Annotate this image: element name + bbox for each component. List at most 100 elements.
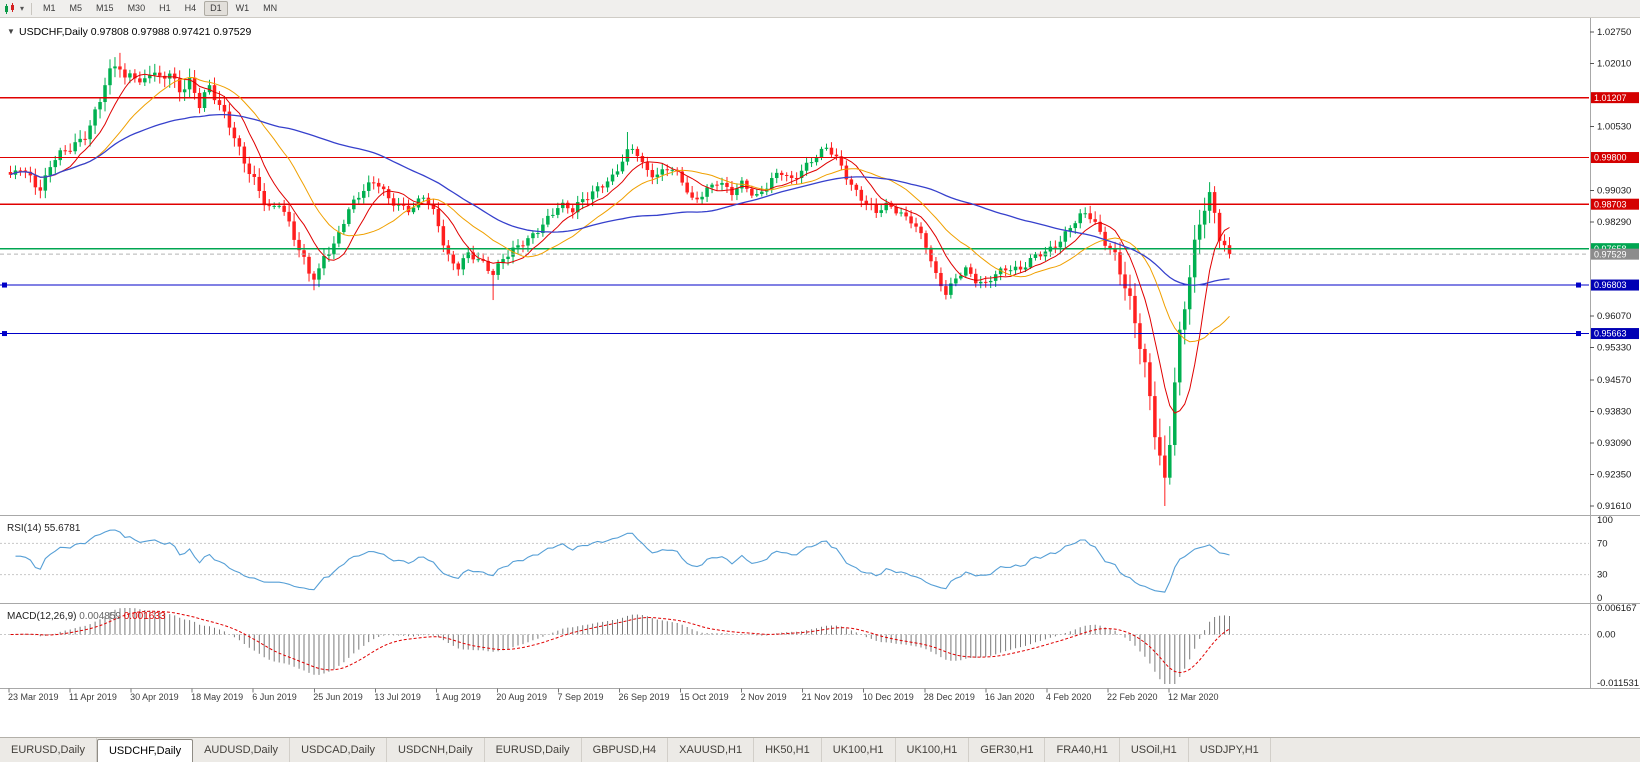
rsi-line <box>15 529 1230 593</box>
rsi-panel[interactable]: RSI(14) 55.6781 <box>0 523 1589 593</box>
chart-tab-gbpusd-h4[interactable]: GBPUSD,H4 <box>582 738 669 762</box>
macd-tick-label: -0.011531 <box>1597 678 1639 689</box>
date-tick-label: 25 Jun 2019 <box>313 692 363 702</box>
chart-type-icon[interactable] <box>3 2 19 15</box>
chart-tab-eurusd-daily[interactable]: EURUSD,Daily <box>0 738 97 762</box>
svg-text:1.01207: 1.01207 <box>1594 93 1627 103</box>
chart-canvas[interactable]: ▼ USDCHF,Daily 0.97808 0.97988 0.97421 0.… <box>0 18 1640 737</box>
macd-label: MACD(12,26,9) 0.004859 0.001633 <box>7 611 166 622</box>
price-badge-support <box>1591 328 1639 340</box>
chart-tab-usdchf-daily[interactable]: USDCHF,Daily <box>96 739 194 762</box>
chart-tab-uk100-h1[interactable]: UK100,H1 <box>896 738 970 762</box>
chart-tab-usdcad-daily[interactable]: USDCAD,Daily <box>290 738 388 762</box>
chart-tab-audusd-daily[interactable]: AUDUSD,Daily <box>193 738 291 762</box>
date-tick-label: 2 Nov 2019 <box>741 692 787 702</box>
price-tick-label: 0.91610 <box>1597 501 1631 512</box>
date-tick-label: 1 Aug 2019 <box>435 692 481 702</box>
chart-dropdown-icon[interactable]: ▼ <box>7 27 15 36</box>
date-tick-label: 15 Oct 2019 <box>680 692 729 702</box>
rsi-label: RSI(14) 55.6781 <box>7 523 81 534</box>
ma-line-8 <box>10 73 1230 414</box>
line-handle[interactable] <box>1576 331 1581 337</box>
price-badge-resistance <box>1591 92 1639 104</box>
price-tick-label: 0.92350 <box>1597 470 1631 481</box>
timeframe-button-m1[interactable]: M1 <box>43 3 56 13</box>
date-tick-label: 6 Jun 2019 <box>252 692 297 702</box>
rsi-tick-label: 100 <box>1597 515 1613 526</box>
candles <box>8 52 1232 506</box>
svg-text:0.97529: 0.97529 <box>1594 249 1627 259</box>
chart-tab-xauusd-h1[interactable]: XAUUSD,H1 <box>668 738 755 762</box>
price-axis[interactable]: 1.02750 1.02010 1.00530 0.99030 0.98290 0.960… <box>1590 18 1639 689</box>
date-tick-label: 12 Mar 2020 <box>1168 692 1219 702</box>
chart-type-caret-icon[interactable]: ▾ <box>20 4 25 13</box>
chart-tab-uk100-h1[interactable]: UK100,H1 <box>822 738 896 762</box>
date-tick-label: 20 Aug 2019 <box>496 692 547 702</box>
chart-tab-fra40-h1[interactable]: FRA40,H1 <box>1045 738 1120 762</box>
price-chart-panel[interactable]: ▼ USDCHF,Daily 0.97808 0.97988 0.97421 0.… <box>0 26 1589 506</box>
date-tick-label: 30 Apr 2019 <box>130 692 179 702</box>
timeframe-button-m30[interactable]: M30 <box>127 3 146 13</box>
timeframe-toolbar: ▾ M1 M5 M15 M30 H1 H4 D1 W1 MN <box>0 0 1640 18</box>
price-tick-label: 0.95330 <box>1597 343 1631 354</box>
time-axis[interactable]: 23 Mar 2019 11 Apr 2019 30 Apr 2019 18 May … <box>8 688 1219 703</box>
rsi-tick-label: 0 <box>1597 593 1602 604</box>
svg-text:0.98703: 0.98703 <box>1594 199 1627 209</box>
toolbar-separator <box>31 2 33 15</box>
line-handle[interactable] <box>2 331 7 337</box>
svg-text:0.95663: 0.95663 <box>1594 329 1627 339</box>
macd-panel[interactable]: MACD(12,26,9) 0.004859 0.001633 <box>0 608 1589 684</box>
ma-line-55 <box>10 113 1230 286</box>
price-tick-label: 0.98290 <box>1597 217 1631 228</box>
chart-tab-eurusd-daily[interactable]: EURUSD,Daily <box>485 738 582 762</box>
date-tick-label: 22 Feb 2020 <box>1107 692 1158 702</box>
svg-text:0.96803: 0.96803 <box>1594 280 1627 290</box>
ma-line-18 <box>10 76 1230 343</box>
date-tick-label: 21 Nov 2019 <box>802 692 853 702</box>
price-tick-label: 0.99030 <box>1597 185 1631 196</box>
price-badge-support <box>1591 279 1639 291</box>
timeframe-button-m15[interactable]: M15 <box>96 3 114 13</box>
chart-title-ohlc: USDCHF,Daily 0.97808 0.97988 0.97421 0.9… <box>19 26 251 38</box>
date-tick-label: 26 Sep 2019 <box>619 692 670 702</box>
line-handle[interactable] <box>1576 282 1581 288</box>
rsi-tick-label: 70 <box>1597 538 1608 549</box>
line-handle[interactable] <box>2 282 7 288</box>
candlestick-glyph <box>5 2 14 14</box>
date-tick-label: 18 May 2019 <box>191 692 243 702</box>
chart-tab-ger30-h1[interactable]: GER30,H1 <box>969 738 1046 762</box>
chart-tab-hk50-h1[interactable]: HK50,H1 <box>754 738 822 762</box>
price-tick-label: 1.00530 <box>1597 121 1631 132</box>
chart-tab-bar: EURUSD,Daily USDCHF,Daily AUDUSD,Daily USDC… <box>0 737 1640 762</box>
date-tick-label: 10 Dec 2019 <box>863 692 914 702</box>
date-tick-label: 23 Mar 2019 <box>8 692 59 702</box>
date-tick-label: 4 Feb 2020 <box>1046 692 1092 702</box>
timeframe-buttons: M1 M5 M15 M30 H1 H4 D1 W1 MN <box>36 1 284 16</box>
timeframe-button-d1[interactable]: D1 <box>204 1 228 16</box>
price-tick-label: 1.02750 <box>1597 27 1631 38</box>
price-tick-label: 1.02010 <box>1597 58 1631 69</box>
price-tick-label: 0.93830 <box>1597 407 1631 418</box>
date-tick-label: 16 Jan 2020 <box>985 692 1035 702</box>
price-tick-label: 0.96070 <box>1597 311 1631 322</box>
macd-signal-line <box>10 610 1230 674</box>
price-tick-label: 0.93090 <box>1597 438 1631 449</box>
chart-tab-usdcnh-daily[interactable]: USDCNH,Daily <box>387 738 485 762</box>
price-tick-label: 0.94570 <box>1597 375 1631 386</box>
date-tick-label: 28 Dec 2019 <box>924 692 975 702</box>
timeframe-button-m5[interactable]: M5 <box>69 3 83 13</box>
price-badge-current <box>1591 248 1639 260</box>
price-badge-resistance <box>1591 152 1639 164</box>
rsi-tick-label: 30 <box>1597 570 1608 581</box>
date-tick-label: 11 Apr 2019 <box>69 692 117 702</box>
chart-tab-usdjpy-h1[interactable]: USDJPY,H1 <box>1189 738 1271 762</box>
timeframe-button-h4[interactable]: H4 <box>184 3 197 13</box>
timeframe-button-mn[interactable]: MN <box>263 3 278 13</box>
date-tick-label: 7 Sep 2019 <box>557 692 603 702</box>
date-tick-label: 13 Jul 2019 <box>374 692 421 702</box>
macd-tick-label: 0.006167 <box>1597 603 1637 614</box>
timeframe-button-h1[interactable]: H1 <box>159 3 171 13</box>
macd-tick-label: 0.00 <box>1597 629 1616 640</box>
timeframe-button-w1[interactable]: W1 <box>235 3 250 13</box>
chart-tab-usoil-h1[interactable]: USOil,H1 <box>1120 738 1189 762</box>
